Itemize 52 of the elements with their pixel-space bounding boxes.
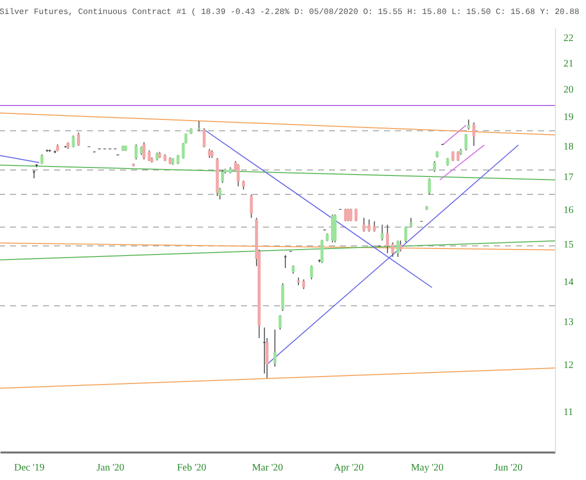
y-tick-label: 20 — [564, 84, 574, 96]
candlestick — [281, 282, 284, 312]
candlestick — [142, 142, 146, 160]
candlestick — [302, 278, 306, 290]
candlestick — [372, 220, 376, 232]
y-tick-label: 18 — [564, 141, 574, 152]
y-tick-label: 14 — [564, 276, 574, 288]
candlestick — [386, 224, 389, 254]
x-tick-label: Dec '19 — [14, 462, 44, 474]
y-tick-label: 12 — [564, 360, 574, 371]
candlestick — [278, 314, 282, 330]
candlestick — [273, 329, 276, 368]
candlestick — [368, 219, 371, 232]
candlestick — [349, 208, 352, 222]
candlestick — [134, 144, 138, 160]
x-tick-label: May '20 — [410, 462, 444, 474]
x-tick-label: Jan '20 — [96, 462, 124, 474]
candlestick — [202, 128, 206, 148]
candlestick — [197, 120, 200, 132]
x-tick-label: Apr '20 — [334, 462, 364, 474]
candlestick — [208, 148, 211, 158]
candlestick — [428, 178, 431, 195]
y-tick-label: 17 — [564, 172, 574, 184]
candlestick — [77, 132, 80, 146]
y-tick-label: 22 — [564, 33, 574, 44]
y-tick-label: 21 — [564, 58, 574, 70]
candlestick — [380, 224, 384, 242]
candlestick — [464, 134, 468, 151]
candlestick — [221, 170, 224, 184]
candlestick — [362, 217, 366, 232]
candlestick — [433, 160, 436, 172]
candlestick — [310, 264, 314, 280]
y-tick-label: 13 — [564, 316, 574, 328]
chart-title: Silver Futures, Continuous Contract #1 ( 18.39 -0.43 -2.28% D: 05/08/2020 O: 15.55 H: 15.80 L: 15.50 C: 15.68 Y: 20.88 — [0, 8, 580, 17]
candlestick — [250, 194, 253, 218]
y-tick-label: 15 — [564, 240, 574, 251]
x-tick-label: Mar '20 — [252, 462, 284, 474]
candlestick — [391, 242, 394, 258]
candlestick — [354, 208, 358, 222]
y-tick-label: 19 — [564, 112, 574, 124]
candlestick — [320, 239, 324, 264]
y-tick-label: 11 — [564, 406, 574, 418]
candlestick — [236, 164, 240, 187]
candlestick — [472, 122, 476, 146]
x-tick-label: Jun '20 — [494, 462, 522, 474]
candlestick — [467, 119, 470, 130]
y-tick-label: 16 — [564, 204, 574, 216]
candlestick — [242, 180, 245, 190]
candlestick — [72, 134, 75, 148]
candlestick — [396, 240, 400, 258]
x-tick-label: Feb '20 — [176, 462, 206, 474]
candlestick — [404, 226, 408, 243]
